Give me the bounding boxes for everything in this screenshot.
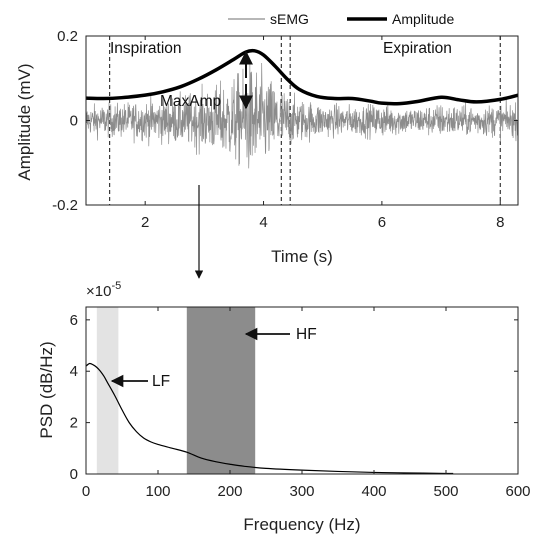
x-tick-label: 6 <box>378 214 386 231</box>
lf-band <box>96 307 119 474</box>
time-domain-chart: 2 4 6 8 -0.2 0 0.2 Time (s) Amplitude (mV) In… <box>15 11 519 266</box>
frequency-domain-chart: 0 100 200 300 400 500 600 0 2 4 6 ×10-5 Frequency… <box>37 280 531 534</box>
bottom-x-axis-label: Frequency (Hz) <box>243 515 360 534</box>
bottom-y-axis-label: PSD (dB/Hz) <box>37 341 56 438</box>
x-tick-label: 500 <box>433 483 458 500</box>
hf-band-label: HF <box>296 326 317 343</box>
psd-scale-label: ×10-5 <box>86 280 121 300</box>
semg-series-line <box>86 62 518 169</box>
amplitude-envelope-layer <box>86 48 518 106</box>
y-tick-label: 0.2 <box>57 28 78 45</box>
y-tick-label: 2 <box>70 415 78 432</box>
expiration-annotation: Expiration <box>383 40 452 57</box>
x-tick-label: 2 <box>141 214 149 231</box>
maxamp-annotation: MaxAmp <box>160 93 221 110</box>
amplitude-series-line <box>86 48 518 106</box>
hf-band <box>186 307 256 474</box>
legend: sEMG Amplitude <box>228 11 454 27</box>
psd-curve-layer <box>86 362 454 474</box>
bottom-x-ticks: 0 100 200 300 400 500 600 <box>82 307 531 500</box>
inspiration-annotation: Inspiration <box>110 40 182 57</box>
psd-series-line <box>86 362 454 474</box>
lf-band-label: LF <box>152 373 170 390</box>
frequency-bands <box>96 307 256 474</box>
x-tick-label: 4 <box>259 214 267 231</box>
x-tick-label: 600 <box>505 483 530 500</box>
x-tick-label: 8 <box>496 214 504 231</box>
legend-label-semg: sEMG <box>270 11 309 27</box>
y-tick-label: 0 <box>70 113 78 130</box>
y-tick-label: -0.2 <box>52 197 78 214</box>
x-tick-label: 300 <box>289 483 314 500</box>
top-y-axis-label: Amplitude (mV) <box>15 63 34 180</box>
top-x-axis-label: Time (s) <box>271 247 333 266</box>
y-tick-label: 6 <box>70 312 78 329</box>
bottom-y-ticks: 0 2 4 6 <box>70 312 518 483</box>
x-tick-label: 200 <box>217 483 242 500</box>
y-tick-label: 0 <box>70 466 78 483</box>
top-y-ticks: -0.2 0 0.2 <box>52 28 518 214</box>
x-tick-label: 400 <box>361 483 386 500</box>
x-tick-label: 0 <box>82 483 90 500</box>
semg-signal-layer <box>86 62 518 169</box>
legend-label-amplitude: Amplitude <box>392 11 454 27</box>
top-x-ticks: 2 4 6 8 <box>141 36 504 231</box>
y-tick-label: 4 <box>70 363 78 380</box>
x-tick-label: 100 <box>145 483 170 500</box>
